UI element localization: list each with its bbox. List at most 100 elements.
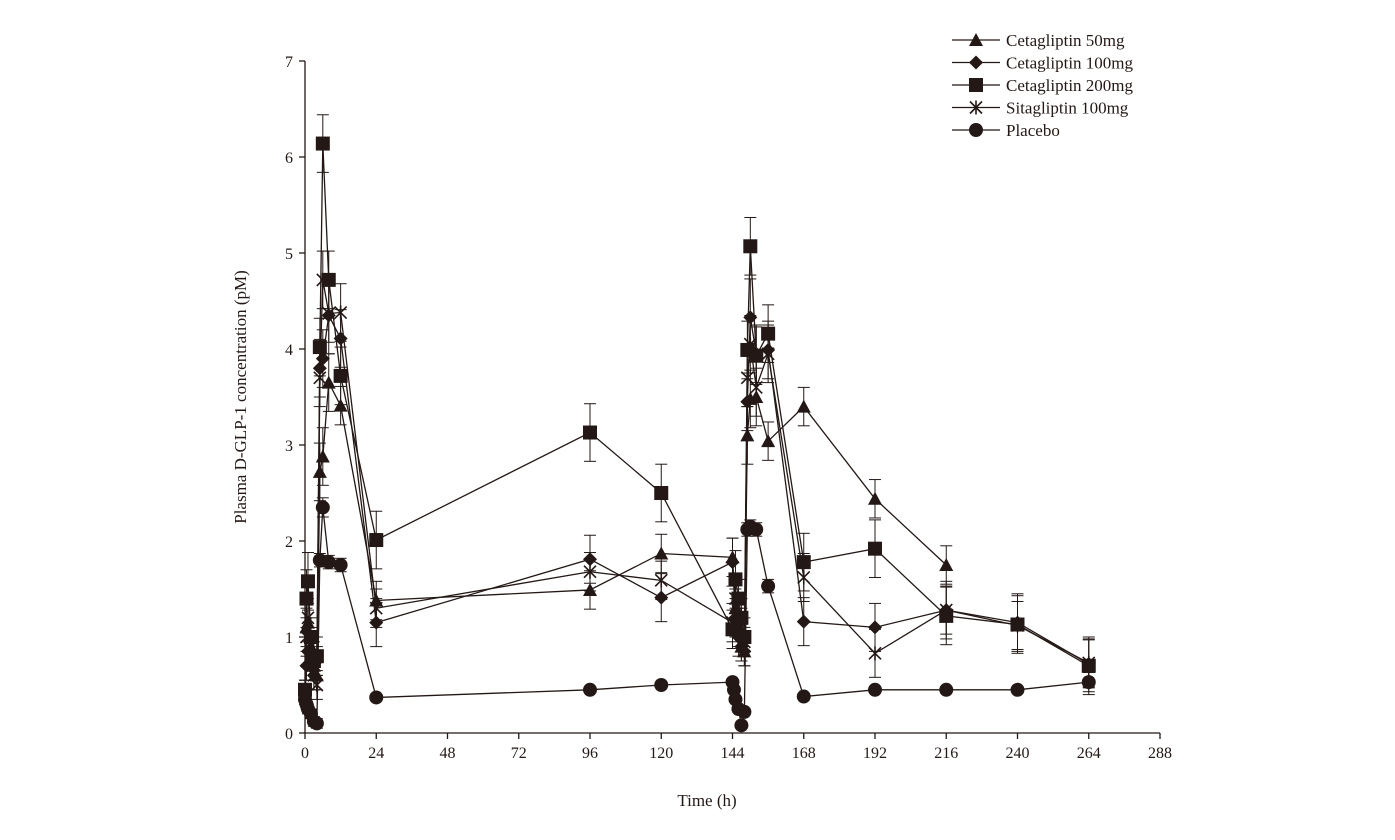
data-point-circle — [369, 690, 384, 705]
data-point-circle — [321, 555, 336, 570]
data-point-circle — [654, 678, 669, 692]
series-circle — [298, 497, 1096, 733]
series-line — [304, 507, 1089, 726]
x-tick-label: 48 — [440, 745, 456, 762]
legend-label: Sitagliptin 100mg — [1006, 99, 1129, 118]
data-point-square — [868, 541, 882, 556]
data-point-circle — [333, 558, 348, 572]
x-tick-label: 168 — [792, 745, 816, 762]
data-point-asterisk — [737, 634, 751, 649]
data-point-asterisk — [1010, 618, 1025, 633]
y-tick-label: 2 — [285, 534, 293, 551]
data-point-asterisk — [797, 570, 811, 585]
data-point-asterisk — [313, 370, 327, 385]
x-tick-label: 24 — [368, 745, 384, 762]
x-tick-label: 96 — [582, 745, 598, 762]
x-tick-label: 120 — [649, 745, 673, 762]
series-group — [298, 114, 1096, 733]
data-point-triangle — [321, 375, 336, 389]
data-point-triangle — [312, 464, 327, 478]
data-point-triangle — [654, 546, 669, 560]
data-point-asterisk — [583, 564, 597, 579]
series-line — [304, 143, 1090, 690]
axes: 0 24 48 72 96 120 144 168 192 216 240 264 288 0 1 2 3 4 5 6… — [285, 54, 1172, 762]
data-point-triangle — [939, 558, 954, 571]
y-tick-label: 5 — [285, 246, 293, 263]
legend: Cetagliptin 50mg Cetagliptin 100mg Cetagli… — [952, 31, 1134, 140]
data-point-circle — [737, 704, 752, 719]
legend-label: Placebo — [1006, 121, 1060, 140]
data-point-diamond — [725, 555, 740, 570]
y-tick-label: 6 — [285, 150, 293, 167]
data-point-asterisk — [868, 646, 882, 661]
data-point-square — [743, 239, 758, 254]
data-point-diamond — [796, 614, 811, 629]
data-point-circle — [939, 682, 954, 697]
data-point-asterisk — [1082, 655, 1096, 670]
y-tick-label: 1 — [285, 630, 293, 647]
legend-item: Cetagliptin 50mg — [952, 31, 1125, 50]
y-tick-label: 3 — [285, 438, 293, 455]
y-tick-label: 7 — [285, 54, 293, 71]
x-axis-label: Time (h) — [677, 791, 736, 810]
data-point-asterisk — [301, 610, 315, 625]
x-tick-label: 144 — [721, 745, 745, 762]
data-point-circle — [1010, 682, 1025, 697]
data-point-square — [312, 340, 327, 355]
asterisk-icon — [969, 100, 983, 115]
legend-label: Cetagliptin 50mg — [1006, 31, 1125, 50]
series-diamond — [298, 276, 1096, 705]
x-tick-label: 216 — [934, 745, 958, 762]
data-point-asterisk — [334, 305, 348, 320]
data-point-triangle — [761, 434, 776, 448]
diamond-icon — [969, 55, 983, 70]
series-line — [304, 313, 1090, 695]
series-triangle — [298, 353, 954, 705]
legend-item: Sitagliptin 100mg — [952, 99, 1129, 118]
legend-item: Cetagliptin 100mg — [952, 54, 1134, 73]
data-point-circle — [583, 682, 597, 697]
data-point-circle — [761, 579, 776, 594]
legend-label: Cetagliptin 200mg — [1006, 76, 1134, 95]
data-point-asterisk — [731, 610, 746, 625]
data-point-asterisk — [304, 639, 318, 654]
x-tick-label: 192 — [863, 745, 887, 762]
legend-item: Placebo — [952, 121, 1060, 140]
data-point-triangle — [796, 399, 811, 413]
data-point-square — [369, 533, 384, 548]
data-point-triangle — [315, 449, 330, 463]
data-point-square — [583, 425, 597, 440]
data-point-asterisk — [743, 337, 757, 352]
data-point-circle — [868, 682, 882, 697]
triangle-icon — [969, 33, 983, 46]
legend-label: Cetagliptin 100mg — [1006, 54, 1134, 73]
data-point-asterisk — [939, 603, 953, 618]
data-point-circle — [1081, 675, 1096, 690]
series-line — [304, 279, 1090, 690]
data-point-circle — [749, 522, 764, 537]
circle-icon — [969, 123, 983, 137]
x-tick-label: 264 — [1077, 745, 1101, 762]
data-point-asterisk — [761, 346, 775, 361]
x-tick-label: 72 — [511, 745, 527, 762]
data-point-triangle — [868, 491, 882, 505]
data-point-circle — [734, 718, 749, 733]
data-point-circle — [796, 689, 811, 704]
y-tick-label: 4 — [285, 342, 293, 359]
series-square — [298, 114, 1096, 700]
series-line — [304, 380, 947, 695]
data-point-circle — [315, 500, 330, 515]
data-point-circle — [309, 716, 324, 731]
x-tick-label: 0 — [301, 745, 309, 762]
x-tick-label: 240 — [1006, 745, 1030, 762]
data-point-square — [333, 368, 348, 383]
data-point-asterisk — [749, 380, 763, 395]
data-point-asterisk — [322, 306, 336, 321]
y-axis-label: Plasma D-GLP-1 concentration (pM) — [231, 270, 250, 524]
data-point-diamond — [868, 620, 882, 635]
series-asterisk — [298, 250, 1096, 700]
data-point-asterisk — [369, 601, 383, 616]
data-point-square — [654, 486, 669, 500]
y-tick-label: 0 — [285, 726, 293, 743]
